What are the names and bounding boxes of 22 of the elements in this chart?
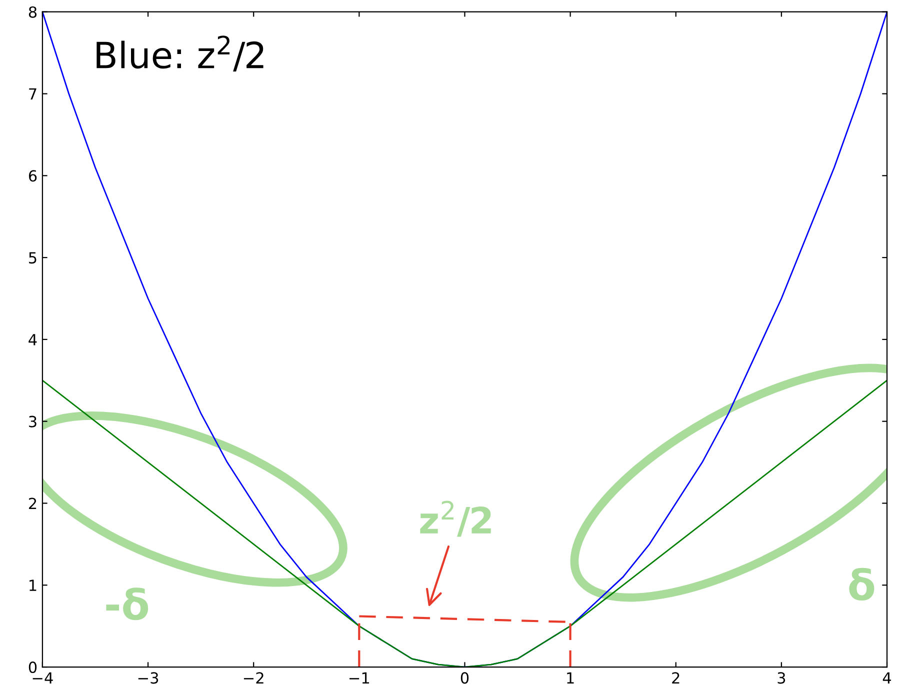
annotation: z$^{2}$/2 (420, 500, 491, 537)
y-tick-label: 1 (30, 580, 36, 591)
x-tick-label: 2 (672, 672, 680, 684)
annotation: Blue: z$^{2}$/2 (96, 36, 264, 72)
y-tick-label: 4 (28, 334, 37, 346)
x-tick-label: 4 (882, 672, 892, 684)
y-tick-label: 2 (28, 498, 36, 510)
x-tick-label: 3 (778, 672, 786, 684)
annotation: δ (849, 568, 874, 600)
y-tick-label: 3 (29, 416, 36, 428)
x-tick-label: 0 (460, 672, 469, 684)
x-tick-label: −2 (244, 672, 264, 684)
x-tick-label: −1 (350, 672, 370, 684)
annotation: -δ (106, 588, 148, 620)
y-tick-label: 7 (29, 88, 36, 100)
x-tick-label: −4 (32, 672, 53, 684)
x-tick-label: −3 (138, 672, 158, 684)
y-tick-label: 6 (28, 170, 37, 182)
y-tick-label: 8 (28, 6, 37, 18)
y-tick-label: 0 (28, 661, 37, 674)
x-tick-label: 1 (567, 672, 574, 684)
y-tick-label: 5 (29, 252, 36, 264)
